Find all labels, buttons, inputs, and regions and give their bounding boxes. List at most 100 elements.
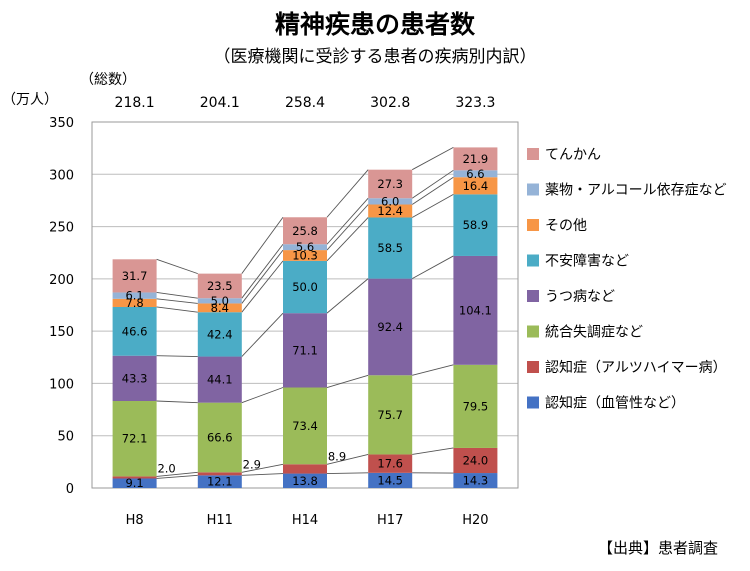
- x-tick-label: H14: [292, 513, 318, 528]
- data-label: 79.5: [463, 399, 489, 413]
- bar-segment: [197, 312, 242, 357]
- data-label: 16.4: [463, 179, 489, 193]
- bar-segment: [453, 255, 498, 365]
- series-connector-line: [326, 278, 369, 314]
- bar-segment: [112, 476, 157, 479]
- legend-swatch: [527, 290, 539, 302]
- bar-segment: [453, 147, 498, 171]
- series-connector-line: [411, 193, 454, 218]
- y-tick-label: 300: [49, 168, 74, 183]
- x-tick-label: H20: [462, 513, 488, 528]
- data-label: 75.7: [377, 408, 403, 422]
- totals-row: 218.1 204.1 258.4 302.8 323.3: [115, 95, 496, 111]
- series-connector-line: [241, 216, 284, 274]
- bar-segment: [112, 400, 157, 477]
- legend: てんかん薬物・アルコール依存症などその他不安障害などうつ病など統合失調症など認知…: [527, 147, 727, 412]
- y-tick-label: 200: [49, 273, 74, 288]
- series-connector-line: [411, 147, 454, 171]
- source-note: 【出典】患者調査: [598, 539, 718, 557]
- x-axis: H8 H11 H14 H17 H20: [126, 513, 489, 528]
- bar-segment: [453, 170, 498, 178]
- series-connector-line: [326, 217, 369, 262]
- series-connector-line: [156, 258, 198, 275]
- data-label: 2.9: [243, 457, 261, 471]
- legend-label: 統合失調症など: [545, 325, 643, 341]
- bar-segment: [197, 273, 242, 299]
- bar-segment: [368, 278, 413, 376]
- data-label: 58.9: [463, 218, 489, 232]
- data-label: 46.6: [122, 324, 148, 338]
- data-label: 17.6: [377, 457, 403, 471]
- data-label: 6.6: [466, 167, 484, 181]
- data-label: 5.0: [211, 294, 229, 308]
- series-connector-line: [411, 169, 454, 199]
- series-connector-line: [326, 169, 369, 218]
- total-label: 218.1: [115, 95, 155, 111]
- total-label: 204.1: [200, 95, 240, 111]
- series-connector-line: [411, 176, 454, 205]
- total-label: 323.3: [455, 95, 495, 111]
- series-connector-line: [241, 260, 284, 313]
- bar-segment: [197, 402, 242, 473]
- bar-segment: [453, 447, 498, 474]
- series-connector-line: [326, 453, 369, 465]
- series-connector-line: [241, 243, 284, 299]
- data-label: 9.1: [125, 476, 143, 490]
- bar-segment: [368, 198, 413, 205]
- series-connector-line: [156, 292, 198, 299]
- data-label: 73.4: [292, 419, 318, 433]
- data-label: 21.9: [463, 152, 489, 166]
- chart-subtitle: （医療機関に受診する患者の疾病別内訳）: [214, 47, 537, 67]
- data-label: 8.4: [211, 301, 229, 315]
- series-connector-line: [241, 463, 284, 473]
- series-connector-line: [412, 447, 454, 455]
- bar-segment: [112, 306, 157, 356]
- series-connector-line: [156, 306, 198, 313]
- x-tick-label: H17: [377, 513, 403, 528]
- bar-segment: [112, 292, 157, 299]
- bar-segment: [112, 478, 157, 488]
- bar-segment: [112, 298, 157, 307]
- data-label: 58.5: [377, 241, 403, 255]
- data-label: 5.6: [296, 240, 314, 254]
- data-label: 23.5: [207, 279, 233, 293]
- bar-segment: [283, 250, 327, 261]
- data-label: 8.9: [328, 449, 346, 463]
- bar-segment: [283, 244, 327, 251]
- bar-segment: [453, 177, 498, 195]
- legend-swatch: [527, 361, 539, 373]
- legend-label: 不安障害など: [545, 254, 629, 270]
- bar-segment: [283, 473, 327, 488]
- data-label: 14.3: [463, 474, 489, 488]
- total-label: 302.8: [370, 95, 410, 111]
- series-connector-line: [326, 472, 369, 475]
- legend-swatch: [527, 325, 539, 338]
- legend-label: うつ病など: [545, 289, 615, 305]
- y-tick-label: 0: [66, 482, 74, 497]
- series-connector-line: [156, 298, 198, 304]
- x-tick-label: H11: [207, 513, 233, 528]
- data-label: 12.4: [377, 204, 403, 218]
- y-tick-label: 150: [49, 325, 74, 340]
- data-label: 24.0: [463, 453, 489, 467]
- series-connector-line: [411, 255, 454, 280]
- data-label: 6.0: [381, 194, 399, 208]
- legend-swatch: [527, 148, 539, 160]
- legend-label: 認知症（アルツハイマー病）: [545, 359, 727, 376]
- series-connector-line: [156, 471, 198, 477]
- bar-segment: [197, 303, 242, 313]
- legend-swatch: [527, 183, 539, 196]
- legend-swatch: [527, 396, 539, 409]
- data-label: 14.5: [377, 473, 403, 487]
- y-tick-label: 100: [49, 377, 74, 392]
- data-label: 50.0: [292, 280, 318, 294]
- bar-segment: [368, 375, 413, 455]
- y-axis: 0 50 100 150 200 250 300 350: [49, 116, 74, 497]
- series-connector-line: [156, 400, 198, 404]
- bar-segment: [283, 313, 327, 388]
- bar-segment: [368, 204, 413, 218]
- y-tick-label: 50: [57, 430, 74, 445]
- data-label: 44.1: [207, 373, 233, 387]
- y-axis-label: （万人）: [2, 92, 58, 108]
